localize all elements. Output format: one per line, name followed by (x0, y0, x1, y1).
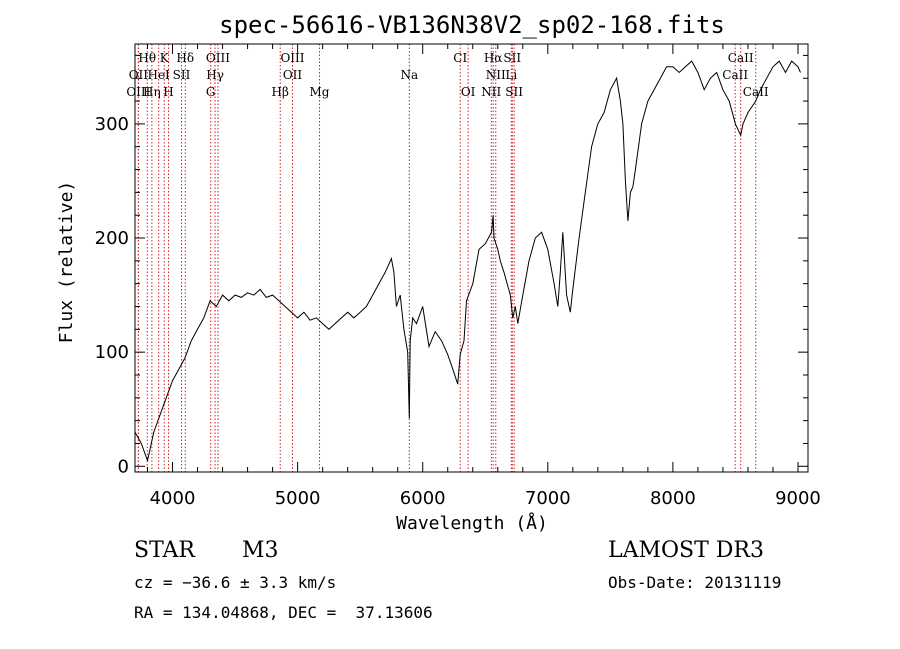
line-label: OII (283, 68, 303, 82)
line-label: CaII (728, 51, 754, 65)
x-tick-label: 7000 (525, 488, 571, 509)
plot-frame (134, 43, 809, 473)
y-tick-label: 0 (118, 456, 129, 477)
survey-name: LAMOST DR3 (608, 538, 764, 563)
line-label: OI (461, 85, 476, 99)
y-tick-label: 300 (95, 114, 129, 135)
y-tick-label: 200 (95, 228, 129, 249)
line-label: OIII (206, 51, 230, 65)
line-label: Na (401, 68, 419, 82)
x-axis: 4000 5000 6000 7000 8000 9000 (147, 44, 821, 509)
line-label: SII (503, 51, 521, 65)
line-label: OII (129, 68, 149, 82)
line-label: NII (486, 68, 506, 82)
object-type: STAR (134, 538, 195, 563)
chart-title: spec-56616-VB136N38V2_sp02-168.fits (219, 11, 725, 39)
line-label: HeI (147, 68, 170, 82)
y-axis: 0 100 200 300 (95, 54, 808, 477)
line-label: Hα (484, 51, 503, 65)
spectral-subclass: M3 (242, 538, 279, 563)
line-label: SII (173, 68, 191, 82)
line-label: Hβ (272, 85, 289, 99)
redshift-velocity: cz = −36.6 ± 3.3 km/s (134, 573, 337, 592)
line-label: NII (481, 85, 501, 99)
observation-date: Obs-Date: 20131119 (608, 573, 782, 592)
emission-line-markers (137, 44, 757, 472)
line-label: Hη (143, 85, 161, 99)
x-tick-label: 8000 (650, 488, 696, 509)
x-tick-label: 9000 (775, 488, 821, 509)
line-label: CI (453, 51, 467, 65)
x-tick-label: 4000 (150, 488, 196, 509)
y-axis-label: Flux (relative) (56, 181, 77, 344)
x-tick-label: 5000 (275, 488, 321, 509)
line-label: G (206, 85, 216, 99)
line-label: Mg (310, 85, 330, 99)
line-label: CaII (743, 85, 769, 99)
line-label: K (160, 51, 170, 65)
line-label: OIII (126, 85, 150, 99)
line-label: CaII (722, 68, 748, 82)
line-label: SII (505, 85, 523, 99)
line-label: Hδ (176, 51, 194, 65)
x-tick-label: 6000 (400, 488, 446, 509)
x-axis-label: Wavelength (Å) (396, 512, 548, 534)
line-label: H (163, 85, 173, 99)
line-label: Li (505, 68, 517, 82)
y-tick-label: 100 (95, 342, 129, 363)
line-label: Hθ (138, 51, 156, 65)
line-label: Hγ (206, 68, 224, 82)
line-label: OIII (280, 51, 304, 65)
spectrum-line (134, 60, 801, 463)
coordinates: RA = 134.04868, DEC = 37.13606 (134, 603, 433, 622)
